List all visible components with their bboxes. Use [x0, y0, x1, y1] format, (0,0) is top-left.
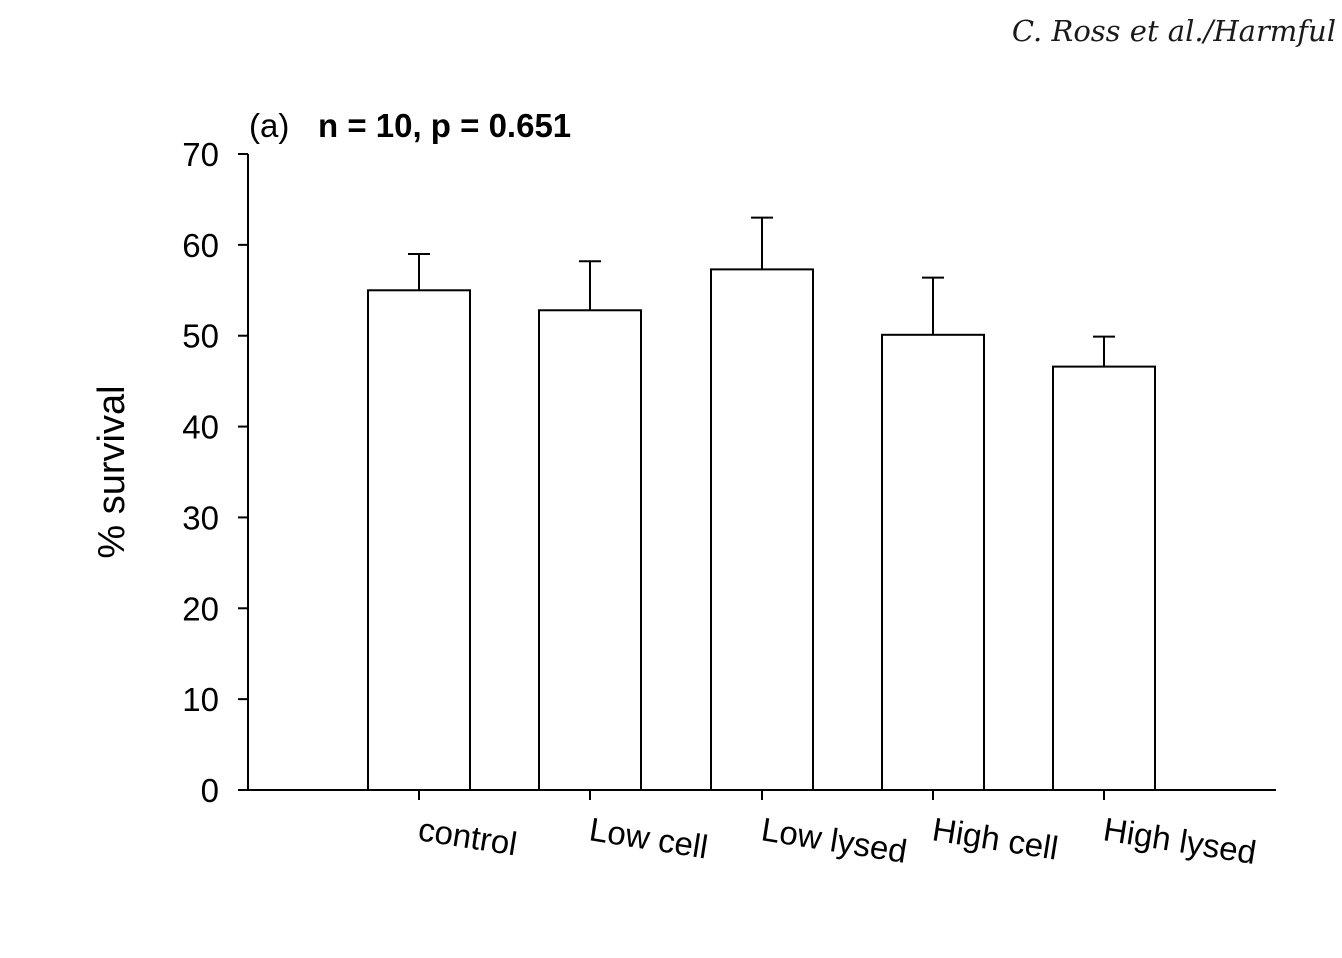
bar-low-cell	[538, 309, 642, 791]
y-tick-label: 30	[182, 499, 219, 536]
panel-label: (a)	[249, 107, 289, 144]
x-tick-label: Low cell	[587, 810, 711, 865]
chart-title: n = 10, p = 0.651	[318, 107, 571, 144]
y-tick-label: 40	[182, 409, 219, 446]
x-axis-ticks: control Low cell Low lysed High cell High ly…	[416, 790, 1259, 871]
x-tick-label: control	[416, 810, 520, 862]
x-tick-label: High lysed	[1101, 810, 1259, 871]
x-tick-label: Low lysed	[759, 810, 910, 870]
error-bars	[408, 216, 1115, 367]
y-tick-label: 10	[182, 681, 219, 718]
y-axis-label: % survival	[91, 385, 133, 558]
bar-high-lysed	[1052, 365, 1156, 791]
y-tick-label: 0	[201, 772, 219, 809]
bar-control	[367, 289, 471, 791]
journal-citation-header: C. Ross et al./Harmful	[1011, 14, 1336, 48]
bar-high-cell	[881, 333, 985, 791]
bars	[367, 268, 1156, 792]
y-tick-label: 70	[182, 136, 219, 173]
bar-low-lysed	[710, 268, 814, 792]
y-tick-label: 50	[182, 318, 219, 355]
y-tick-label: 20	[182, 590, 219, 627]
y-axis-ticks: 0 10 20 30 40 50 60 70	[182, 136, 248, 809]
x-tick-label: High cell	[930, 810, 1061, 866]
y-tick-label: 60	[182, 227, 219, 264]
